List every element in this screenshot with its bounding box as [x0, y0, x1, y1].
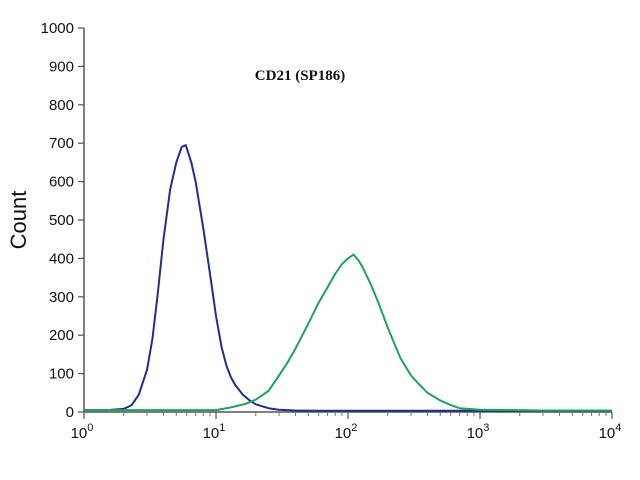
chart-title: CD21 (SP186) — [255, 68, 345, 84]
series-layer — [84, 144, 612, 412]
histogram-series-1 — [84, 253, 612, 412]
y-tick-label: 800 — [49, 97, 74, 114]
x-tick-label: 102 — [335, 422, 358, 442]
x-tick-label: 103 — [467, 422, 490, 442]
y-tick-label: 200 — [49, 327, 74, 344]
y-tick-label: 100 — [49, 366, 74, 383]
x-tick-label: 100 — [71, 422, 94, 442]
y-tick-label: 0 — [66, 404, 74, 421]
y-tick-label: 700 — [49, 135, 74, 152]
y-tick-label: 300 — [49, 289, 74, 306]
x-tick-label: 101 — [203, 422, 226, 442]
y-tick-label: 500 — [49, 212, 74, 229]
x-tick-label: 104 — [599, 422, 622, 442]
y-tick-label: 1000 — [41, 20, 74, 37]
y-ticks: 0 100 200 300 400 500 600 700 800 900 1000 — [41, 20, 84, 421]
y-tick-label: 900 — [49, 58, 74, 75]
x-ticks: 100 101 102 103 104 — [71, 412, 622, 442]
y-tick-label: 400 — [49, 250, 74, 267]
y-axis-label: Count — [6, 191, 31, 250]
histogram-series-0 — [84, 144, 612, 412]
y-tick-label: 600 — [49, 174, 74, 191]
